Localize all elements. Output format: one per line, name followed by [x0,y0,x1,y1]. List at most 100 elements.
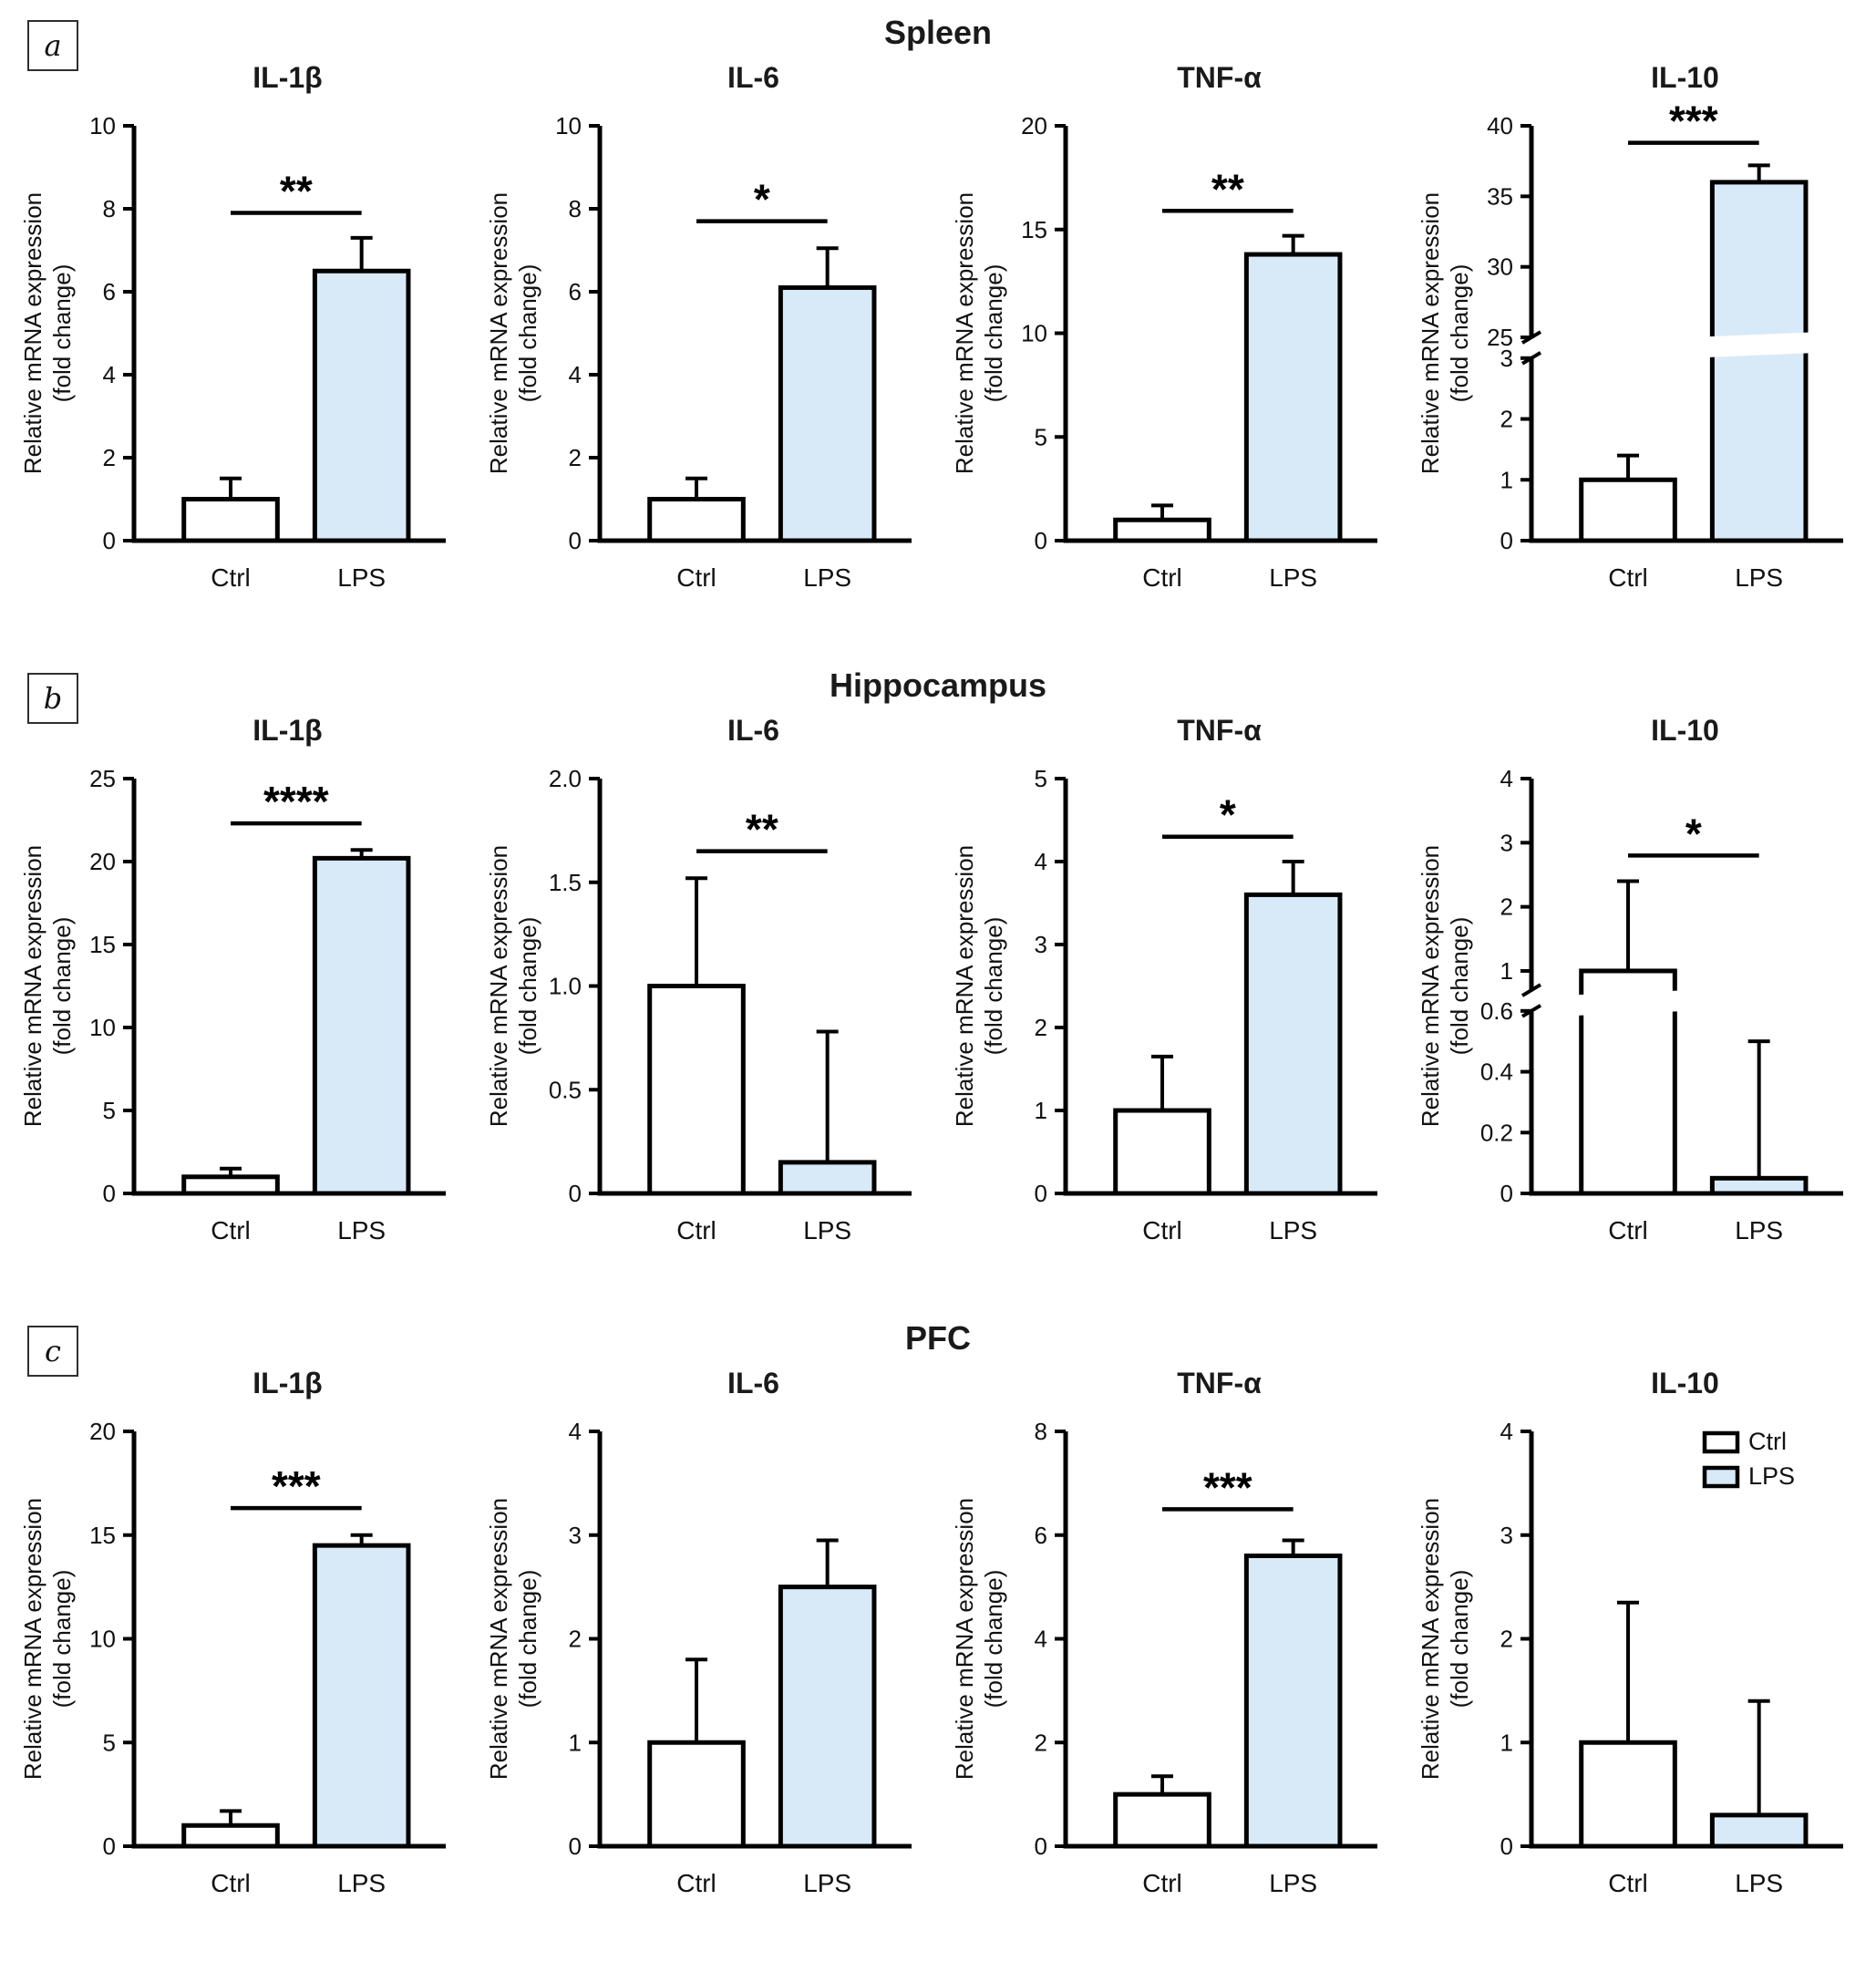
y-tick-label: 3 [1500,1522,1512,1549]
y-tick-label: 0 [1034,1180,1046,1207]
bar-ctrl [180,1823,280,1849]
x-category-label: Ctrl [676,1869,716,1897]
bar-lps [1709,1812,1808,1849]
y-tick-label: 15 [1021,216,1047,243]
y-tick-label: 2 [1034,1014,1046,1041]
y-axis-label-line1: Relative mRNA expression [487,192,512,474]
bar-chart: 0 2 4 6 8 10 Ctrl LPS Relative mRNA expression (f… [21,112,446,592]
y-tick-label: 4 [1500,1418,1512,1445]
x-category-label: LPS [337,563,386,592]
bar-chart: 0 2 4 6 8 10 Ctrl LPS Relative mRNA expression (f… [487,112,912,592]
x-category-label: LPS [1269,1869,1317,1897]
y-tick-label: 0.2 [1479,1119,1512,1146]
y-tick-label: 8 [102,195,115,222]
chart-title: IL-6 [727,1367,779,1399]
significance-stars: ** [1211,165,1243,212]
y-axis-label-line2: (fold change) [980,917,1007,1056]
y-tick-label: 0 [1034,1833,1046,1860]
x-category-label: LPS [803,1216,851,1244]
y-axis-label-line2: (fold change) [980,264,1007,403]
y-axis-label-line1: Relative mRNA expression [21,845,46,1127]
panel-letter-a: a [44,28,62,63]
panel-label-a: a [27,20,78,71]
significance-stars: ** [745,806,778,853]
x-category-label: Ctrl [1608,563,1648,592]
x-category-label: LPS [1735,1216,1783,1244]
bar-lps [1243,252,1342,543]
y-tick-label: 0 [1500,1833,1512,1860]
y-tick-label: 10 [89,1626,116,1653]
chart-a-2: TNF-α 0 5 10 15 20 Ctrl LPS Relative mRNA expres… [941,57,1401,623]
charts-row-b: IL-1β 0 5 10 15 20 25 Ctrl LPS Relative mRNA expr… [0,709,1876,1275]
x-category-label: Ctrl [211,563,251,592]
y-axis-label-line1: Relative mRNA expression [487,845,512,1127]
y-axis-label-line2: (fold change) [1446,1570,1473,1709]
y-tick-label: 4 [1034,848,1046,875]
bar-lps [1709,1175,1808,1196]
charts-row-c: IL-1β 0 5 10 15 20 Ctrl LPS Relative mRNA expres… [0,1362,1876,1928]
chart-c-1: IL-6 0 1 2 3 4 Ctrl LPS Relative mRNA expression… [475,1362,935,1928]
bar-lps [778,1160,876,1196]
y-tick-label: 0 [102,527,115,554]
y-tick-label: 5 [1034,423,1046,450]
chart-title: IL-10 [1651,714,1719,747]
charts-row-a: IL-1β 0 2 4 6 8 10 Ctrl LPS Relative mRNA express… [0,57,1876,623]
chart-title: IL-1β [253,714,323,747]
y-tick-label: 3 [1034,931,1046,958]
chart-c-3: IL-10 0 1 2 3 4 Ctrl LPS Relative mRNA expressio… [1407,1362,1867,1928]
y-axis-label-line2: (fold change) [48,917,76,1056]
significance-stars: *** [1668,98,1717,145]
significance-stars: ** [279,168,312,215]
y-axis-label-line2: (fold change) [1446,264,1473,403]
significance-stars: * [1685,810,1701,857]
panel-section-a: a Spleen IL-1β 0 2 4 6 8 10 Ctrl LPS Relative mRN… [0,4,1876,656]
bar-chart: 0 1 2 3 4 5 Ctrl LPS Relative mRNA expression (fo… [953,765,1377,1244]
chart-c-0: IL-1β 0 5 10 15 20 Ctrl LPS Relative mRNA expres… [9,1362,469,1928]
y-tick-label: 1 [1500,957,1512,985]
x-category-label: LPS [1269,1216,1317,1244]
y-axis-label-line2: (fold change) [514,917,541,1056]
bar-ctrl [1578,477,1677,543]
y-tick-label: 6 [1034,1522,1046,1549]
bar-chart: 0 1 2 325 30 35 40 Ctrl LPS Relative mRNA express… [1418,98,1843,592]
bar-lps [1243,1554,1342,1849]
y-tick-label: 6 [568,278,581,305]
y-axis-label-line1: Relative mRNA expression [953,845,978,1127]
y-tick-label: 1 [1500,1729,1512,1756]
bar-chart: 0 1 2 3 4 Ctrl LPS Relative mRNA expression (fol… [487,1418,912,1897]
y-tick-label: 10 [89,1014,116,1041]
chart-title: IL-10 [1651,1367,1719,1399]
y-axis-label-line2: (fold change) [48,264,76,403]
x-category-label: LPS [337,1216,386,1244]
chart-title: TNF-α [1177,61,1262,94]
x-category-label: Ctrl [211,1869,251,1897]
significance-stars: *** [271,1462,320,1510]
y-tick-label: 35 [1487,182,1513,210]
y-tick-label: 4 [102,361,115,388]
bar-ctrl [1112,517,1211,543]
bar-lps [1709,180,1808,543]
y-tick-label: 2 [568,444,581,471]
y-tick-label: 5 [102,1097,115,1124]
axis-break-band [1534,331,1843,365]
x-category-label: Ctrl [1142,1216,1182,1244]
chart-title: IL-1β [253,1367,323,1399]
chart-c-2: TNF-α 0 2 4 6 8 Ctrl LPS Relative mRNA expressio… [941,1362,1401,1928]
significance-stars: **** [263,778,329,825]
bar-ctrl [646,497,746,543]
chart-title: IL-6 [727,714,779,747]
bar-chart: 0 2 4 6 8 Ctrl LPS Relative mRNA expression (fol… [953,1418,1377,1897]
y-tick-label: 4 [568,361,581,388]
y-axis-label-line1: Relative mRNA expression [1418,845,1444,1127]
y-tick-label: 0 [1500,1180,1512,1207]
y-tick-label: 30 [1487,253,1513,281]
x-category-label: LPS [803,563,851,592]
row-title-pfc: PFC [905,1319,971,1357]
chart-a-1: IL-6 0 2 4 6 8 10 Ctrl LPS Relative mRNA expressi… [475,57,935,623]
y-tick-label: 2 [1500,406,1512,433]
bar-ctrl [646,984,746,1196]
y-tick-label: 0.5 [548,1076,581,1103]
y-tick-label: 5 [102,1729,115,1756]
legend-label-lps: LPS [1748,1462,1795,1490]
bar-chart: 0 1 2 3 4 Ctrl LPS Relative mRNA expression (fol… [1418,1418,1843,1897]
